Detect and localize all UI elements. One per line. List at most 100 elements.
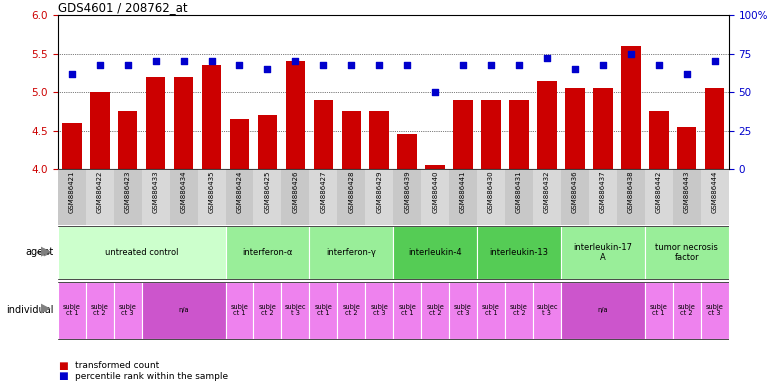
Text: GDS4601 / 208762_at: GDS4601 / 208762_at [58, 1, 187, 14]
Text: GSM886440: GSM886440 [432, 170, 438, 213]
Bar [621, 46, 641, 384]
Point [597, 61, 609, 68]
Bar [593, 88, 613, 384]
Text: GSM886432: GSM886432 [544, 170, 550, 213]
Text: n/a: n/a [178, 307, 189, 313]
Text: ▶: ▶ [41, 244, 50, 257]
Bar [645, 281, 672, 339]
Text: GSM886426: GSM886426 [292, 170, 298, 213]
Text: GSM886443: GSM886443 [684, 170, 690, 213]
Text: GSM886424: GSM886424 [237, 170, 243, 213]
Text: subje
ct 3: subje ct 3 [454, 304, 472, 316]
Text: individual: individual [6, 305, 54, 315]
Text: tumor necrosis
factor: tumor necrosis factor [655, 243, 718, 262]
Point [429, 89, 441, 95]
Text: n/a: n/a [598, 307, 608, 313]
Text: GSM886429: GSM886429 [376, 170, 382, 213]
Text: GSM886439: GSM886439 [404, 170, 410, 213]
Text: subje
ct 1: subje ct 1 [63, 304, 81, 316]
Point [317, 61, 329, 68]
Text: interferon-γ: interferon-γ [326, 248, 376, 257]
Bar [561, 281, 645, 339]
Text: subje
ct 2: subje ct 2 [510, 304, 528, 316]
Point [122, 61, 134, 68]
Bar [118, 111, 137, 384]
Bar [86, 281, 113, 339]
Text: interleukin-17
A: interleukin-17 A [574, 243, 632, 262]
Bar [393, 226, 477, 279]
Text: GSM886431: GSM886431 [516, 170, 522, 213]
Bar [449, 281, 477, 339]
Bar [449, 169, 477, 225]
Text: ■: ■ [58, 361, 68, 371]
Bar [90, 92, 109, 384]
Bar [309, 281, 338, 339]
Point [66, 71, 78, 77]
Text: subje
ct 1: subje ct 1 [650, 304, 668, 316]
Bar [509, 100, 529, 384]
Bar [505, 169, 533, 225]
Bar [86, 169, 113, 225]
Text: subje
ct 3: subje ct 3 [705, 304, 723, 316]
Bar [421, 169, 449, 225]
Text: GSM886422: GSM886422 [96, 170, 103, 213]
Text: GSM886444: GSM886444 [712, 170, 718, 213]
Bar [617, 169, 645, 225]
Text: agent: agent [25, 247, 54, 258]
Bar [537, 81, 557, 384]
Bar [672, 169, 701, 225]
Bar [254, 281, 281, 339]
Point [625, 51, 637, 57]
Bar [426, 165, 445, 384]
Text: subje
ct 3: subje ct 3 [119, 304, 136, 316]
Text: GSM886434: GSM886434 [180, 170, 187, 213]
Point [234, 61, 246, 68]
Text: percentile rank within the sample: percentile rank within the sample [75, 372, 228, 381]
Bar [477, 281, 505, 339]
Bar [337, 169, 365, 225]
Bar [202, 65, 221, 384]
Bar [561, 169, 589, 225]
Text: GSM886433: GSM886433 [153, 170, 159, 213]
Bar [170, 169, 197, 225]
Point [485, 61, 497, 68]
Text: subje
ct 2: subje ct 2 [426, 304, 444, 316]
Bar [285, 61, 305, 384]
Text: subjec
t 3: subjec t 3 [284, 304, 306, 316]
Bar [589, 169, 617, 225]
Text: ■: ■ [58, 371, 68, 381]
Text: subje
ct 2: subje ct 2 [342, 304, 360, 316]
Bar [565, 88, 584, 384]
Bar [142, 281, 225, 339]
Bar [58, 281, 86, 339]
Text: GSM886425: GSM886425 [264, 170, 271, 213]
Point [652, 61, 665, 68]
Point [93, 61, 106, 68]
Bar [225, 281, 254, 339]
Bar [254, 169, 281, 225]
Bar [281, 281, 309, 339]
Text: subje
ct 2: subje ct 2 [91, 304, 109, 316]
Bar [561, 226, 645, 279]
Bar [645, 169, 672, 225]
Text: subje
ct 1: subje ct 1 [399, 304, 416, 316]
Point [457, 61, 470, 68]
Text: untreated control: untreated control [105, 248, 178, 257]
Bar [649, 111, 668, 384]
Bar [62, 123, 82, 384]
Text: subje
ct 3: subje ct 3 [370, 304, 388, 316]
Point [373, 61, 386, 68]
Bar [173, 77, 194, 384]
Text: GSM886427: GSM886427 [320, 170, 326, 213]
Text: GSM886423: GSM886423 [125, 170, 131, 213]
Point [569, 66, 581, 72]
Bar [533, 169, 561, 225]
Bar [142, 169, 170, 225]
Text: GSM886430: GSM886430 [488, 170, 494, 213]
Text: GSM886442: GSM886442 [655, 170, 662, 213]
Bar [453, 100, 473, 384]
Point [177, 58, 190, 65]
Bar [258, 115, 278, 384]
Text: interleukin-4: interleukin-4 [409, 248, 462, 257]
Text: GSM886435: GSM886435 [208, 170, 214, 213]
